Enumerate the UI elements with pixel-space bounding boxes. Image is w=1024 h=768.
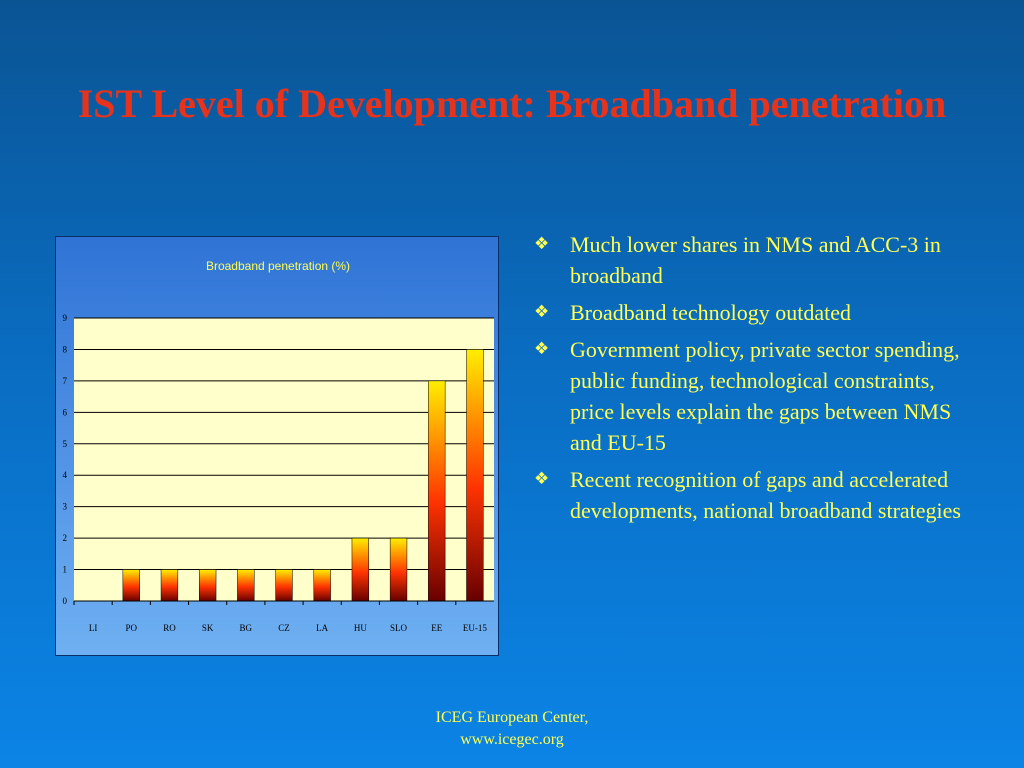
- bullet-text: Much lower shares in NMS and ACC-3 in br…: [570, 232, 941, 288]
- y-tick-label: 2: [63, 533, 68, 543]
- bar-slo: [389, 537, 408, 602]
- bar-cz: [275, 569, 293, 602]
- bullet-text: Broadband technology outdated: [570, 300, 852, 325]
- diamond-bullet-icon: ❖: [534, 302, 550, 322]
- bar-ro: [160, 569, 179, 602]
- bar-la: [313, 569, 331, 602]
- bullet-text: Recent recognition of gaps and accelerat…: [570, 467, 961, 523]
- bullet-item: ❖ Much lower shares in NMS and ACC-3 in …: [534, 229, 974, 291]
- bar-ee: [428, 380, 446, 602]
- bar-eu-15: [466, 349, 484, 602]
- footer-url[interactable]: www.icegec.org: [460, 731, 564, 748]
- bullet-text: Government policy, private sector spendi…: [570, 337, 960, 455]
- bar-sk: [198, 569, 217, 602]
- chart-svg: Broadband penetration (%) 0 1 2 3 4 5 6 7 8 9 LI P…: [56, 237, 498, 655]
- diamond-bullet-icon: ❖: [534, 339, 550, 359]
- bar-hu: [351, 537, 370, 602]
- bullet-item: ❖ Broadband technology outdated: [534, 297, 974, 328]
- y-tick-label: 4: [63, 470, 68, 480]
- x-tick-label: EE: [431, 623, 442, 633]
- y-tick-label: 7: [63, 376, 68, 386]
- x-tick-label: CZ: [278, 623, 290, 633]
- y-tick-label: 5: [63, 439, 68, 449]
- diamond-bullet-icon: ❖: [534, 234, 550, 254]
- gridlines: [74, 317, 494, 602]
- x-tick-label: SLO: [390, 623, 408, 633]
- y-tick-label: 8: [63, 344, 68, 354]
- footer-organization: ICEG European Center,: [435, 709, 589, 726]
- y-tick-label: 1: [63, 565, 68, 575]
- y-tick-label: 6: [63, 407, 68, 417]
- x-tick-label: LI: [89, 623, 98, 633]
- x-tick-label: RO: [163, 623, 176, 633]
- chart-title: Broadband penetration (%): [206, 259, 350, 273]
- diamond-bullet-icon: ❖: [534, 469, 550, 489]
- x-axis-ticks: LI PO RO SK BG CZ LA HU SLO EE EU-15: [73, 601, 487, 633]
- bullet-item: ❖ Government policy, private sector spen…: [534, 334, 974, 458]
- bullet-item: ❖ Recent recognition of gaps and acceler…: [534, 464, 974, 526]
- y-tick-label: 9: [63, 313, 68, 323]
- x-tick-label: LA: [316, 623, 328, 633]
- y-axis-ticks: 0 1 2 3 4 5 6 7 8 9: [63, 313, 68, 606]
- x-tick-label: SK: [202, 623, 214, 633]
- bar-po: [122, 569, 140, 602]
- slide-title: IST Level of Development: Broadband pene…: [77, 81, 947, 126]
- y-tick-label: 3: [63, 502, 68, 512]
- bar-bg: [237, 569, 255, 602]
- plot-area: [74, 318, 494, 601]
- x-tick-label: HU: [354, 623, 367, 633]
- broadband-chart: Broadband penetration (%) 0 1 2 3 4 5 6 7 8 9 LI P…: [55, 236, 499, 656]
- bullet-list: ❖ Much lower shares in NMS and ACC-3 in …: [534, 229, 974, 532]
- x-tick-label: EU-15: [463, 623, 487, 633]
- x-tick-label: PO: [126, 623, 138, 633]
- bars: [122, 349, 484, 602]
- y-tick-label: 0: [63, 596, 68, 606]
- x-tick-label: BG: [240, 623, 253, 633]
- footer: ICEG European Center, www.icegec.org: [362, 707, 662, 751]
